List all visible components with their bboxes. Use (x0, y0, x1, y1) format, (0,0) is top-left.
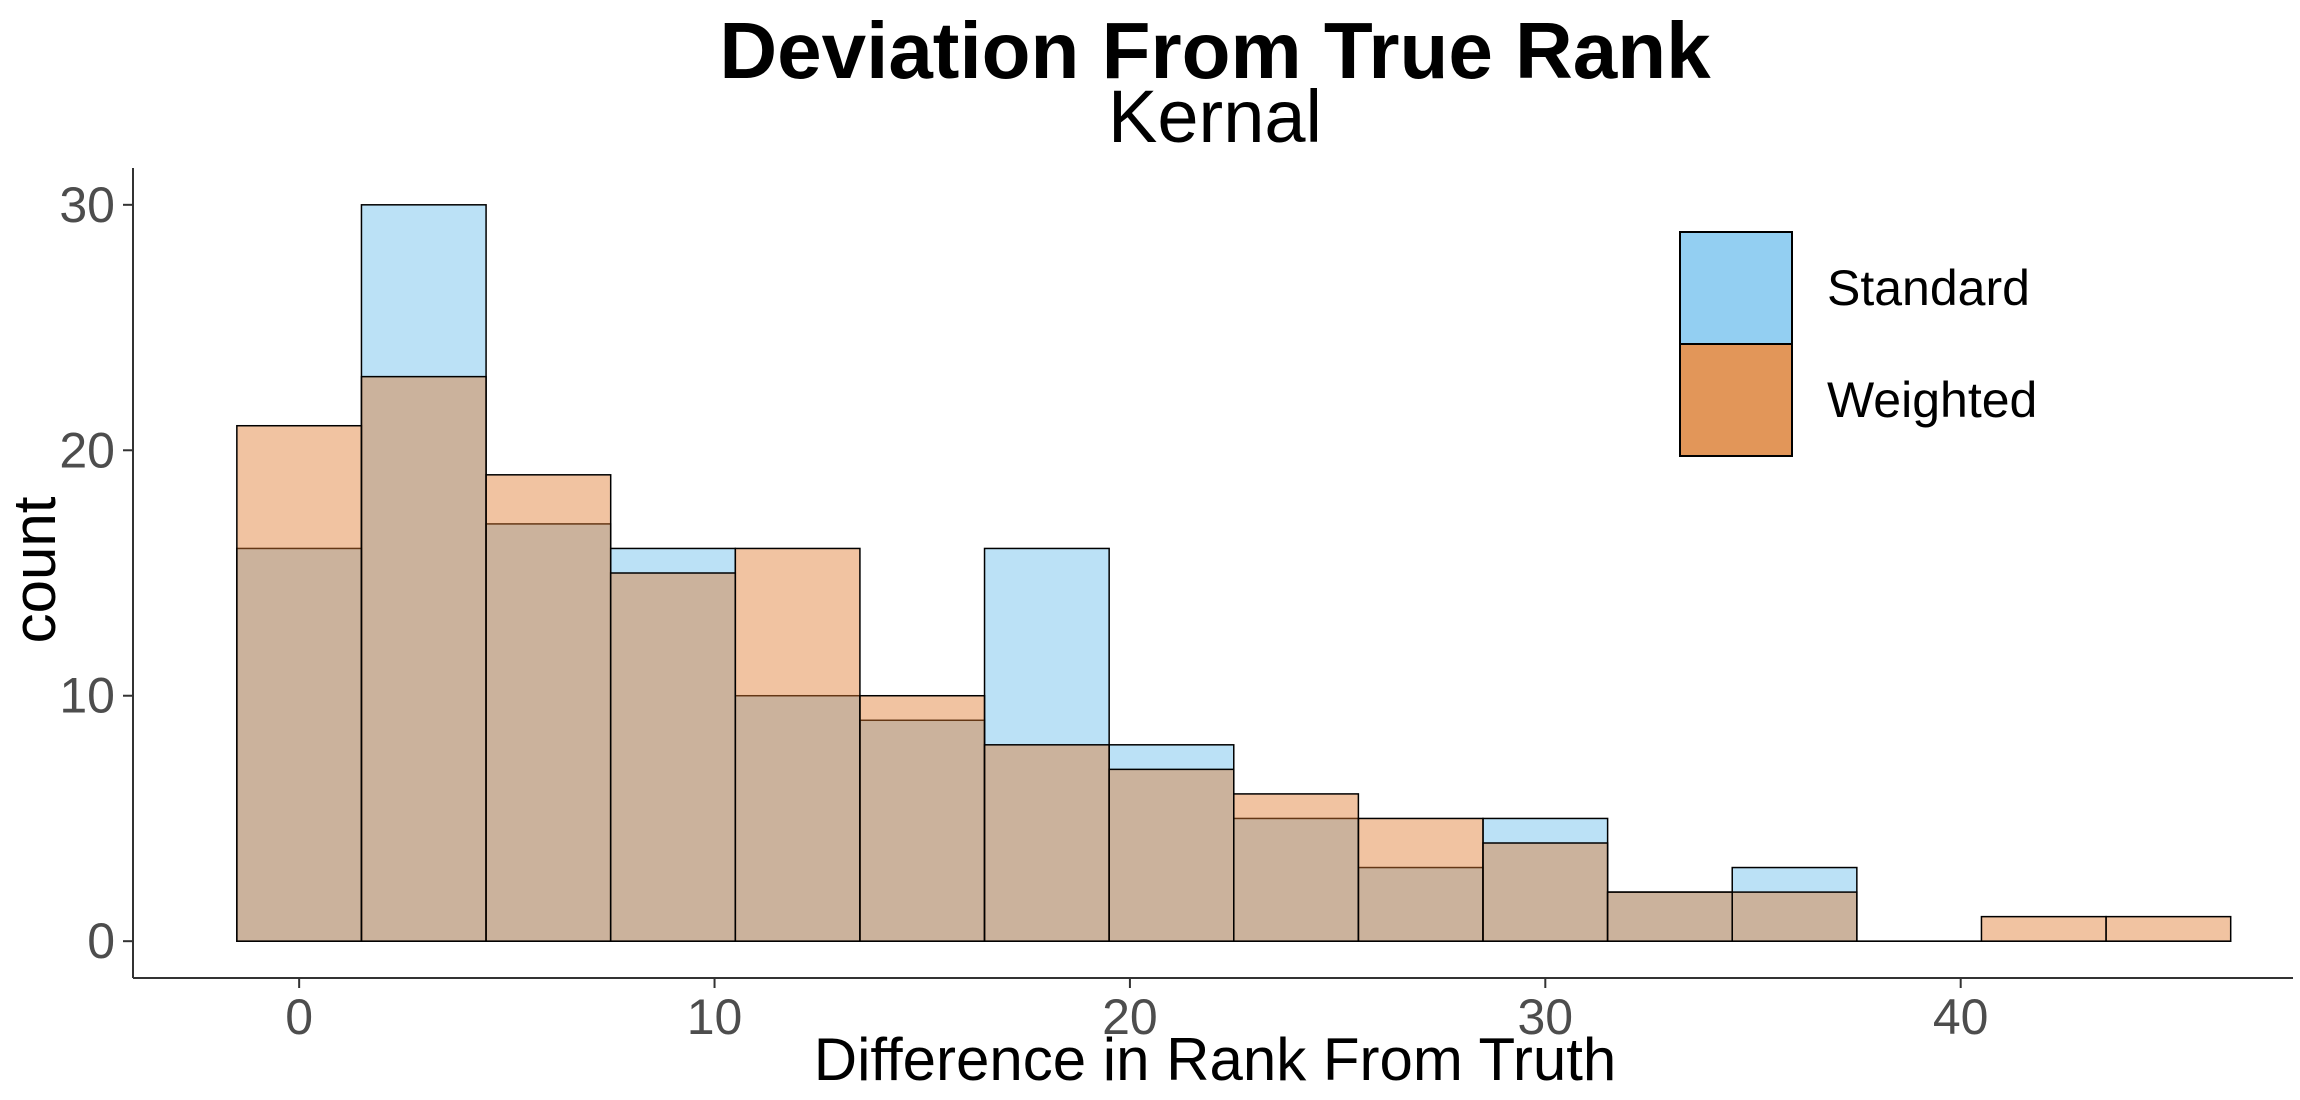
bar-standard (1606, 891, 1733, 942)
bar-weighted (2105, 915, 2232, 942)
bar-weighted (236, 424, 363, 942)
y-tick-label: 10 (59, 668, 115, 724)
x-tick-label: 30 (1517, 989, 1573, 1045)
bars-layer (236, 204, 2232, 942)
legend-label-weighted: Weighted (1827, 372, 2037, 428)
y-tick-label: 0 (87, 913, 115, 969)
legend-label-standard: Standard (1827, 260, 2030, 316)
x-tick-label: 40 (1933, 989, 1989, 1045)
y-tick-label: 20 (59, 422, 115, 478)
bar-weighted (859, 694, 986, 942)
chart-subtitle: Kernal (1108, 75, 1322, 158)
bar-weighted (983, 744, 1110, 942)
y-axis-title: count (1, 496, 68, 643)
bar-weighted (734, 547, 861, 942)
x-tick-label: 20 (1102, 989, 1158, 1045)
bar-weighted (1108, 768, 1235, 942)
bar-weighted (360, 375, 487, 942)
x-tick-label: 0 (285, 989, 313, 1045)
bar-standard (1731, 866, 1858, 942)
bar-weighted (609, 572, 737, 942)
legend: Standard Weighted (1679, 231, 2037, 457)
x-tick-label: 10 (687, 989, 743, 1045)
axes-layer: 0 10 20 30 0 10 20 30 40 (59, 168, 2293, 1045)
bar-weighted (1606, 891, 1733, 942)
bar-standard (236, 547, 363, 942)
bar-standard (360, 204, 487, 942)
bar-weighted (1233, 793, 1360, 942)
bar-standard (1357, 866, 1484, 942)
x-axis-title: Difference in Rank From Truth (814, 1026, 1617, 1093)
bar-standard (609, 547, 737, 942)
y-tick-label: 30 (59, 177, 115, 233)
bar-weighted (1482, 842, 1609, 942)
bar-weighted (1731, 891, 1858, 942)
bar-weighted (485, 474, 612, 942)
chart-title: Deviation From True Rank (719, 6, 1711, 95)
legend-key-weighted (1679, 343, 1793, 457)
legend-key-standard (1679, 231, 1793, 345)
bar-weighted (1357, 817, 1484, 942)
bar-weighted (1980, 915, 2107, 942)
bar-standard (485, 523, 612, 942)
